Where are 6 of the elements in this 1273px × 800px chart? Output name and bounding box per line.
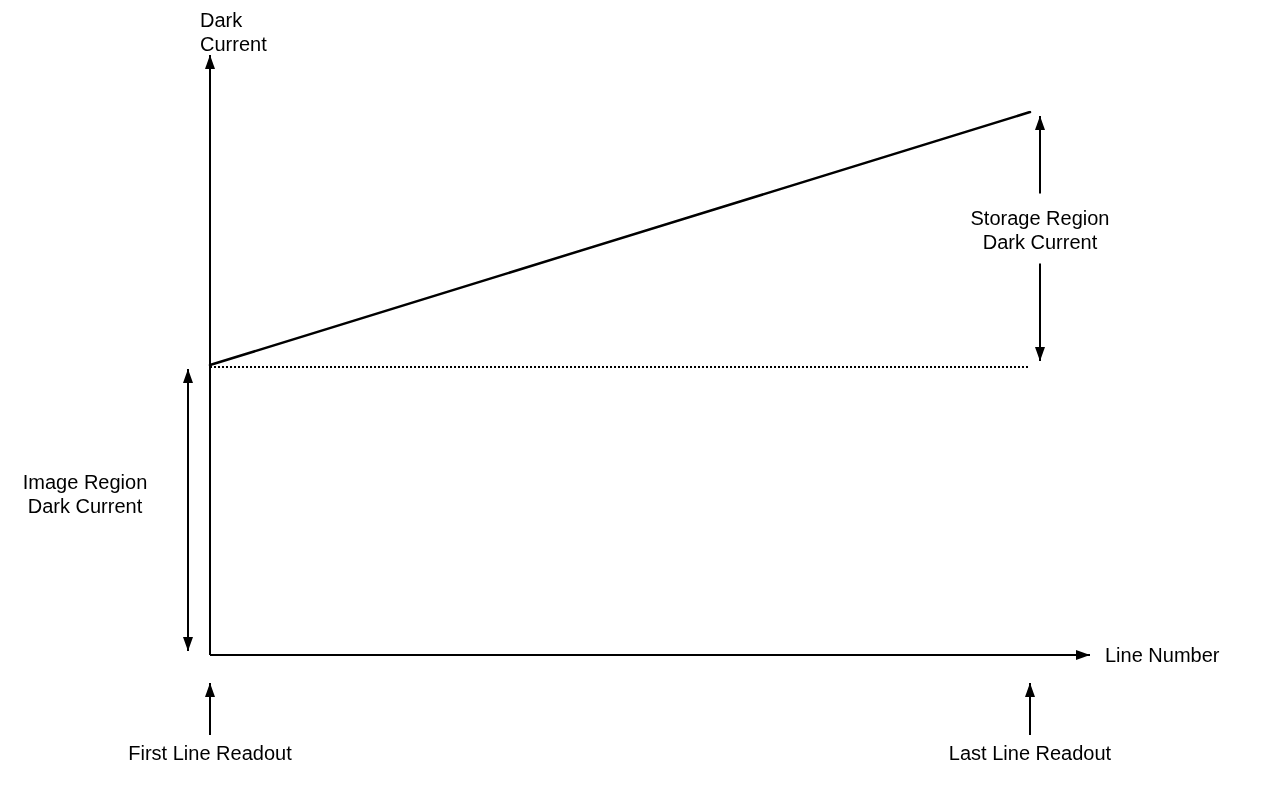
x-axis-title: Line Number [1105, 643, 1221, 667]
x-tick-label: Last Line Readout [948, 742, 1112, 764]
x-tick-label: First Line Readout [128, 742, 293, 764]
annotation: Image Region Dark Current [21, 470, 149, 519]
annotation: Storage Region Dark Current [969, 205, 1111, 254]
y-axis-title: Dark Current [200, 8, 268, 56]
